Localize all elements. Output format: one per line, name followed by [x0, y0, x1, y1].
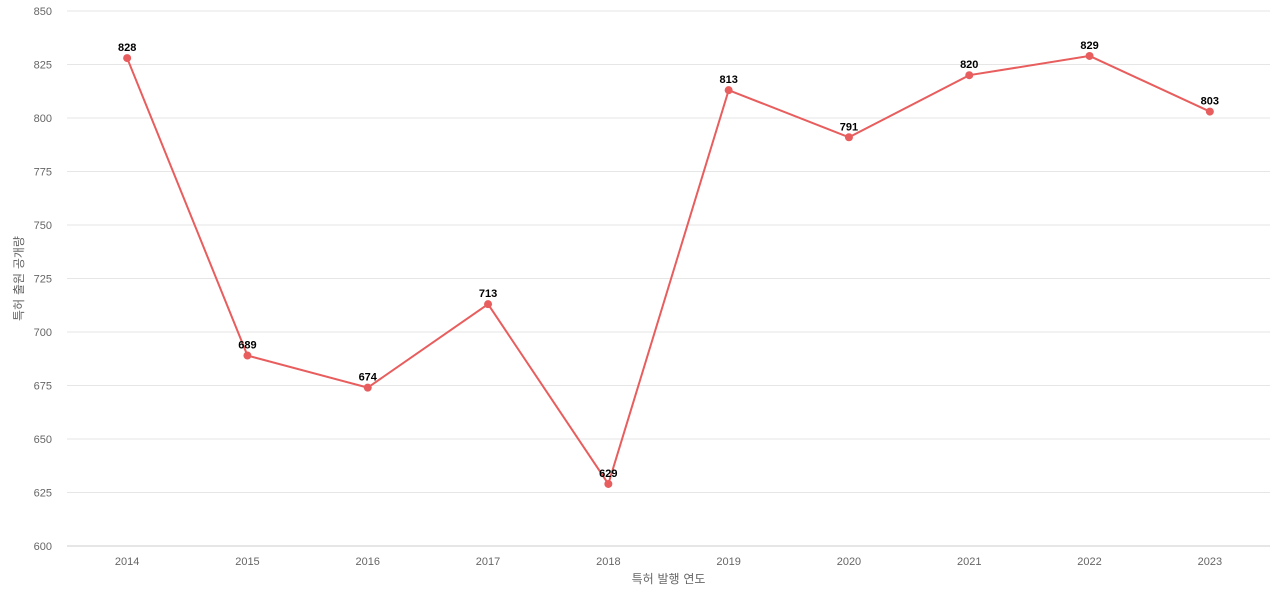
y-tick-label: 825: [34, 60, 52, 72]
y-tick-label: 675: [34, 381, 52, 393]
data-point[interactable]: [1205, 107, 1214, 116]
x-tick-label: 2018: [596, 556, 620, 568]
x-axis-title: 특허 발행 연도: [632, 571, 706, 586]
x-tick-label: 2016: [356, 556, 380, 568]
y-tick-label: 775: [34, 167, 52, 179]
data-point[interactable]: [844, 133, 853, 142]
x-tick-label: 2020: [837, 556, 861, 568]
data-point[interactable]: [484, 300, 493, 309]
y-tick-label: 850: [34, 6, 52, 18]
x-tick-label: 2017: [476, 556, 500, 568]
data-point[interactable]: [1085, 51, 1094, 60]
series-group: [126, 54, 1211, 487]
data-label: 689: [238, 340, 256, 352]
y-tick-label: 800: [34, 113, 52, 125]
y-tick-label: 625: [34, 488, 52, 500]
data-point[interactable]: [965, 71, 974, 80]
data-label: 629: [599, 468, 617, 480]
grid-lines: [67, 10, 1270, 493]
y-axis-ticks: 600 625 650 675 700 725 750 775 800 825 850: [34, 6, 52, 553]
data-point[interactable]: [123, 54, 132, 63]
series-line: [126, 54, 1211, 487]
data-label: 674: [359, 372, 378, 384]
y-tick-label: 650: [34, 434, 52, 446]
y-tick-label: 725: [34, 274, 52, 286]
data-point[interactable]: [363, 383, 372, 392]
data-label: 791: [840, 121, 858, 133]
x-tick-label: 2021: [957, 556, 981, 568]
data-label: 803: [1201, 96, 1219, 108]
data-point[interactable]: [604, 479, 613, 488]
x-tick-label: 2023: [1198, 556, 1222, 568]
y-tick-label: 700: [34, 327, 52, 339]
y-tick-label: 750: [34, 220, 52, 232]
y-tick-label: 600: [34, 541, 52, 553]
data-point[interactable]: [724, 86, 733, 95]
y-axis-title: 특허 출원 공개량: [12, 236, 26, 321]
data-point[interactable]: [243, 351, 252, 360]
data-label: 713: [479, 288, 497, 300]
x-tick-label: 2015: [235, 556, 259, 568]
data-label: 813: [719, 74, 737, 86]
x-tick-label: 2014: [115, 556, 139, 568]
data-labels: 828 689 674 713 629 813 791 820 829 803: [118, 40, 1219, 480]
x-tick-label: 2019: [716, 556, 740, 568]
data-label: 820: [960, 59, 978, 71]
x-axis-ticks: 2014 2015 2016 2017 2018 2019 2020 2021 2022 2023: [115, 556, 1222, 568]
data-label: 828: [118, 42, 136, 54]
data-points: [123, 51, 1214, 488]
data-label: 829: [1080, 40, 1098, 52]
x-tick-label: 2022: [1077, 556, 1101, 568]
